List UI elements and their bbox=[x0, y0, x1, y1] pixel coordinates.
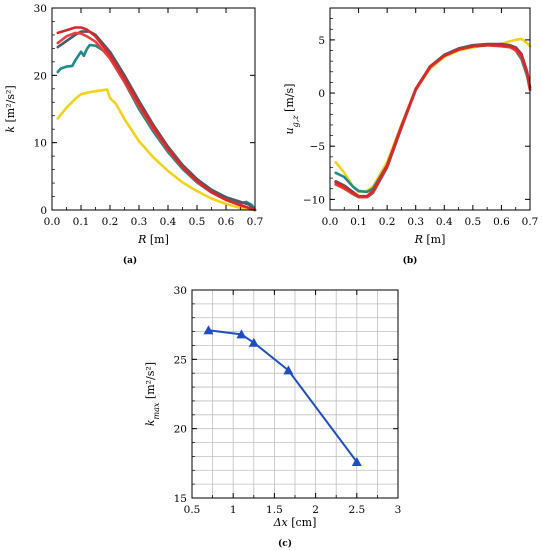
y-tick-label: 20 bbox=[34, 70, 47, 82]
x-tick-label: 0.3 bbox=[407, 216, 424, 228]
x-tick-label: 0.0 bbox=[322, 216, 339, 228]
y-tick-label: 30 bbox=[34, 3, 47, 15]
x-tick-label: 0.2 bbox=[379, 216, 396, 228]
subfigure-caption: (a) bbox=[123, 255, 137, 266]
plot-frame bbox=[51, 7, 256, 211]
y-tick-label: −10 bbox=[303, 194, 325, 206]
plot-frame bbox=[329, 7, 531, 211]
x-tick-label: 0.5 bbox=[189, 216, 206, 228]
grid bbox=[191, 289, 399, 499]
x-tick-label: 0.4 bbox=[160, 216, 177, 228]
y-tick-label: 5 bbox=[318, 35, 325, 47]
x-axis-label: R [m] bbox=[137, 233, 169, 246]
subfigure-caption: (c) bbox=[278, 538, 292, 549]
y-tick-label: −5 bbox=[310, 141, 325, 153]
y-axis-label-unit: [m²/s²] bbox=[4, 85, 17, 126]
data-point bbox=[203, 325, 214, 335]
x-tick-label: 1.5 bbox=[266, 504, 283, 516]
x-tick-label: 2.5 bbox=[348, 504, 365, 516]
y-axis-label-unit: [m²/s²] bbox=[144, 362, 157, 403]
x-tick-label: 0.5 bbox=[465, 216, 482, 228]
series-line-4 bbox=[56, 31, 257, 212]
series-line-1 bbox=[334, 37, 532, 194]
x-tick-label: 0.5 bbox=[184, 504, 201, 516]
y-tick-label: 10 bbox=[34, 138, 47, 150]
x-axis-label-symbol: R bbox=[137, 233, 146, 246]
y-axis-label-symbol: u bbox=[283, 127, 296, 134]
y-axis-label: ug,z [m/s] bbox=[283, 84, 300, 135]
x-tick-label: 0.0 bbox=[44, 216, 61, 228]
y-tick-label: 25 bbox=[174, 354, 187, 366]
series-line-5 bbox=[334, 43, 532, 198]
x-axis-label: R [m] bbox=[414, 233, 446, 246]
y-axis-label-unit: [m/s] bbox=[283, 84, 296, 116]
y-axis-label-symbol: k bbox=[144, 419, 157, 426]
x-axis-label-symbol: Δx bbox=[273, 516, 289, 529]
x-axis-label: Δx [cm] bbox=[273, 516, 317, 529]
chart-a: 0.0 0.1 0.2 0.3 0.4 0.5 0.6 0.7 0 10 20 30 R [m] k [m… bbox=[4, 3, 263, 266]
x-axis-label-unit: [cm] bbox=[288, 516, 317, 529]
data-point bbox=[248, 337, 259, 347]
x-tick-label: 0.1 bbox=[350, 216, 367, 228]
y-tick-label: 0 bbox=[318, 88, 325, 100]
x-tick-label: 0.3 bbox=[131, 216, 148, 228]
y-tick-label: 0 bbox=[40, 205, 47, 217]
x-tick-label: 0.4 bbox=[436, 216, 453, 228]
x-tick-label: 2 bbox=[312, 504, 319, 516]
x-tick-label: 0.6 bbox=[493, 216, 510, 228]
x-axis-label-unit: [m] bbox=[423, 233, 446, 246]
x-tick-label: 3 bbox=[395, 504, 402, 516]
x-tick-label: 0.6 bbox=[218, 216, 235, 228]
series-line-1 bbox=[56, 88, 257, 212]
x-tick-label: 0.7 bbox=[522, 216, 539, 228]
y-tick-label: 20 bbox=[174, 424, 187, 436]
x-tick-label: 1 bbox=[230, 504, 237, 516]
y-axis-label-subscript: max bbox=[152, 402, 161, 419]
y-tick-label: 30 bbox=[174, 285, 187, 297]
x-tick-label: 0.1 bbox=[73, 216, 90, 228]
data-point bbox=[236, 329, 247, 339]
x-tick-label: 0.7 bbox=[247, 216, 264, 228]
y-tick-label: 15 bbox=[174, 493, 187, 505]
y-axis-label-subscript: g,z bbox=[291, 115, 300, 128]
chart-c: 0.5 1 1.5 2 2.5 3 15 20 25 30 Δx [cm] kmax [m²/s²] (… bbox=[144, 285, 401, 549]
series-line-5 bbox=[56, 26, 257, 212]
x-tick-label: 0.2 bbox=[102, 216, 119, 228]
y-axis-label-symbol: k bbox=[4, 126, 17, 133]
y-axis-label: k [m²/s²] bbox=[4, 85, 17, 132]
x-axis-label-symbol: R bbox=[414, 233, 423, 246]
series-line-4 bbox=[334, 43, 532, 199]
data-point bbox=[351, 456, 362, 466]
x-axis-label-unit: [m] bbox=[146, 233, 169, 246]
y-axis-label: kmax [m²/s²] bbox=[144, 362, 161, 426]
subfigure-caption: (b) bbox=[403, 255, 418, 266]
data-point bbox=[283, 365, 294, 375]
chart-b: 0.0 0.1 0.2 0.3 0.4 0.5 0.6 0.7 −10 −5 0 5 R [m] ug,z… bbox=[283, 7, 539, 266]
series-line-3 bbox=[56, 30, 257, 212]
